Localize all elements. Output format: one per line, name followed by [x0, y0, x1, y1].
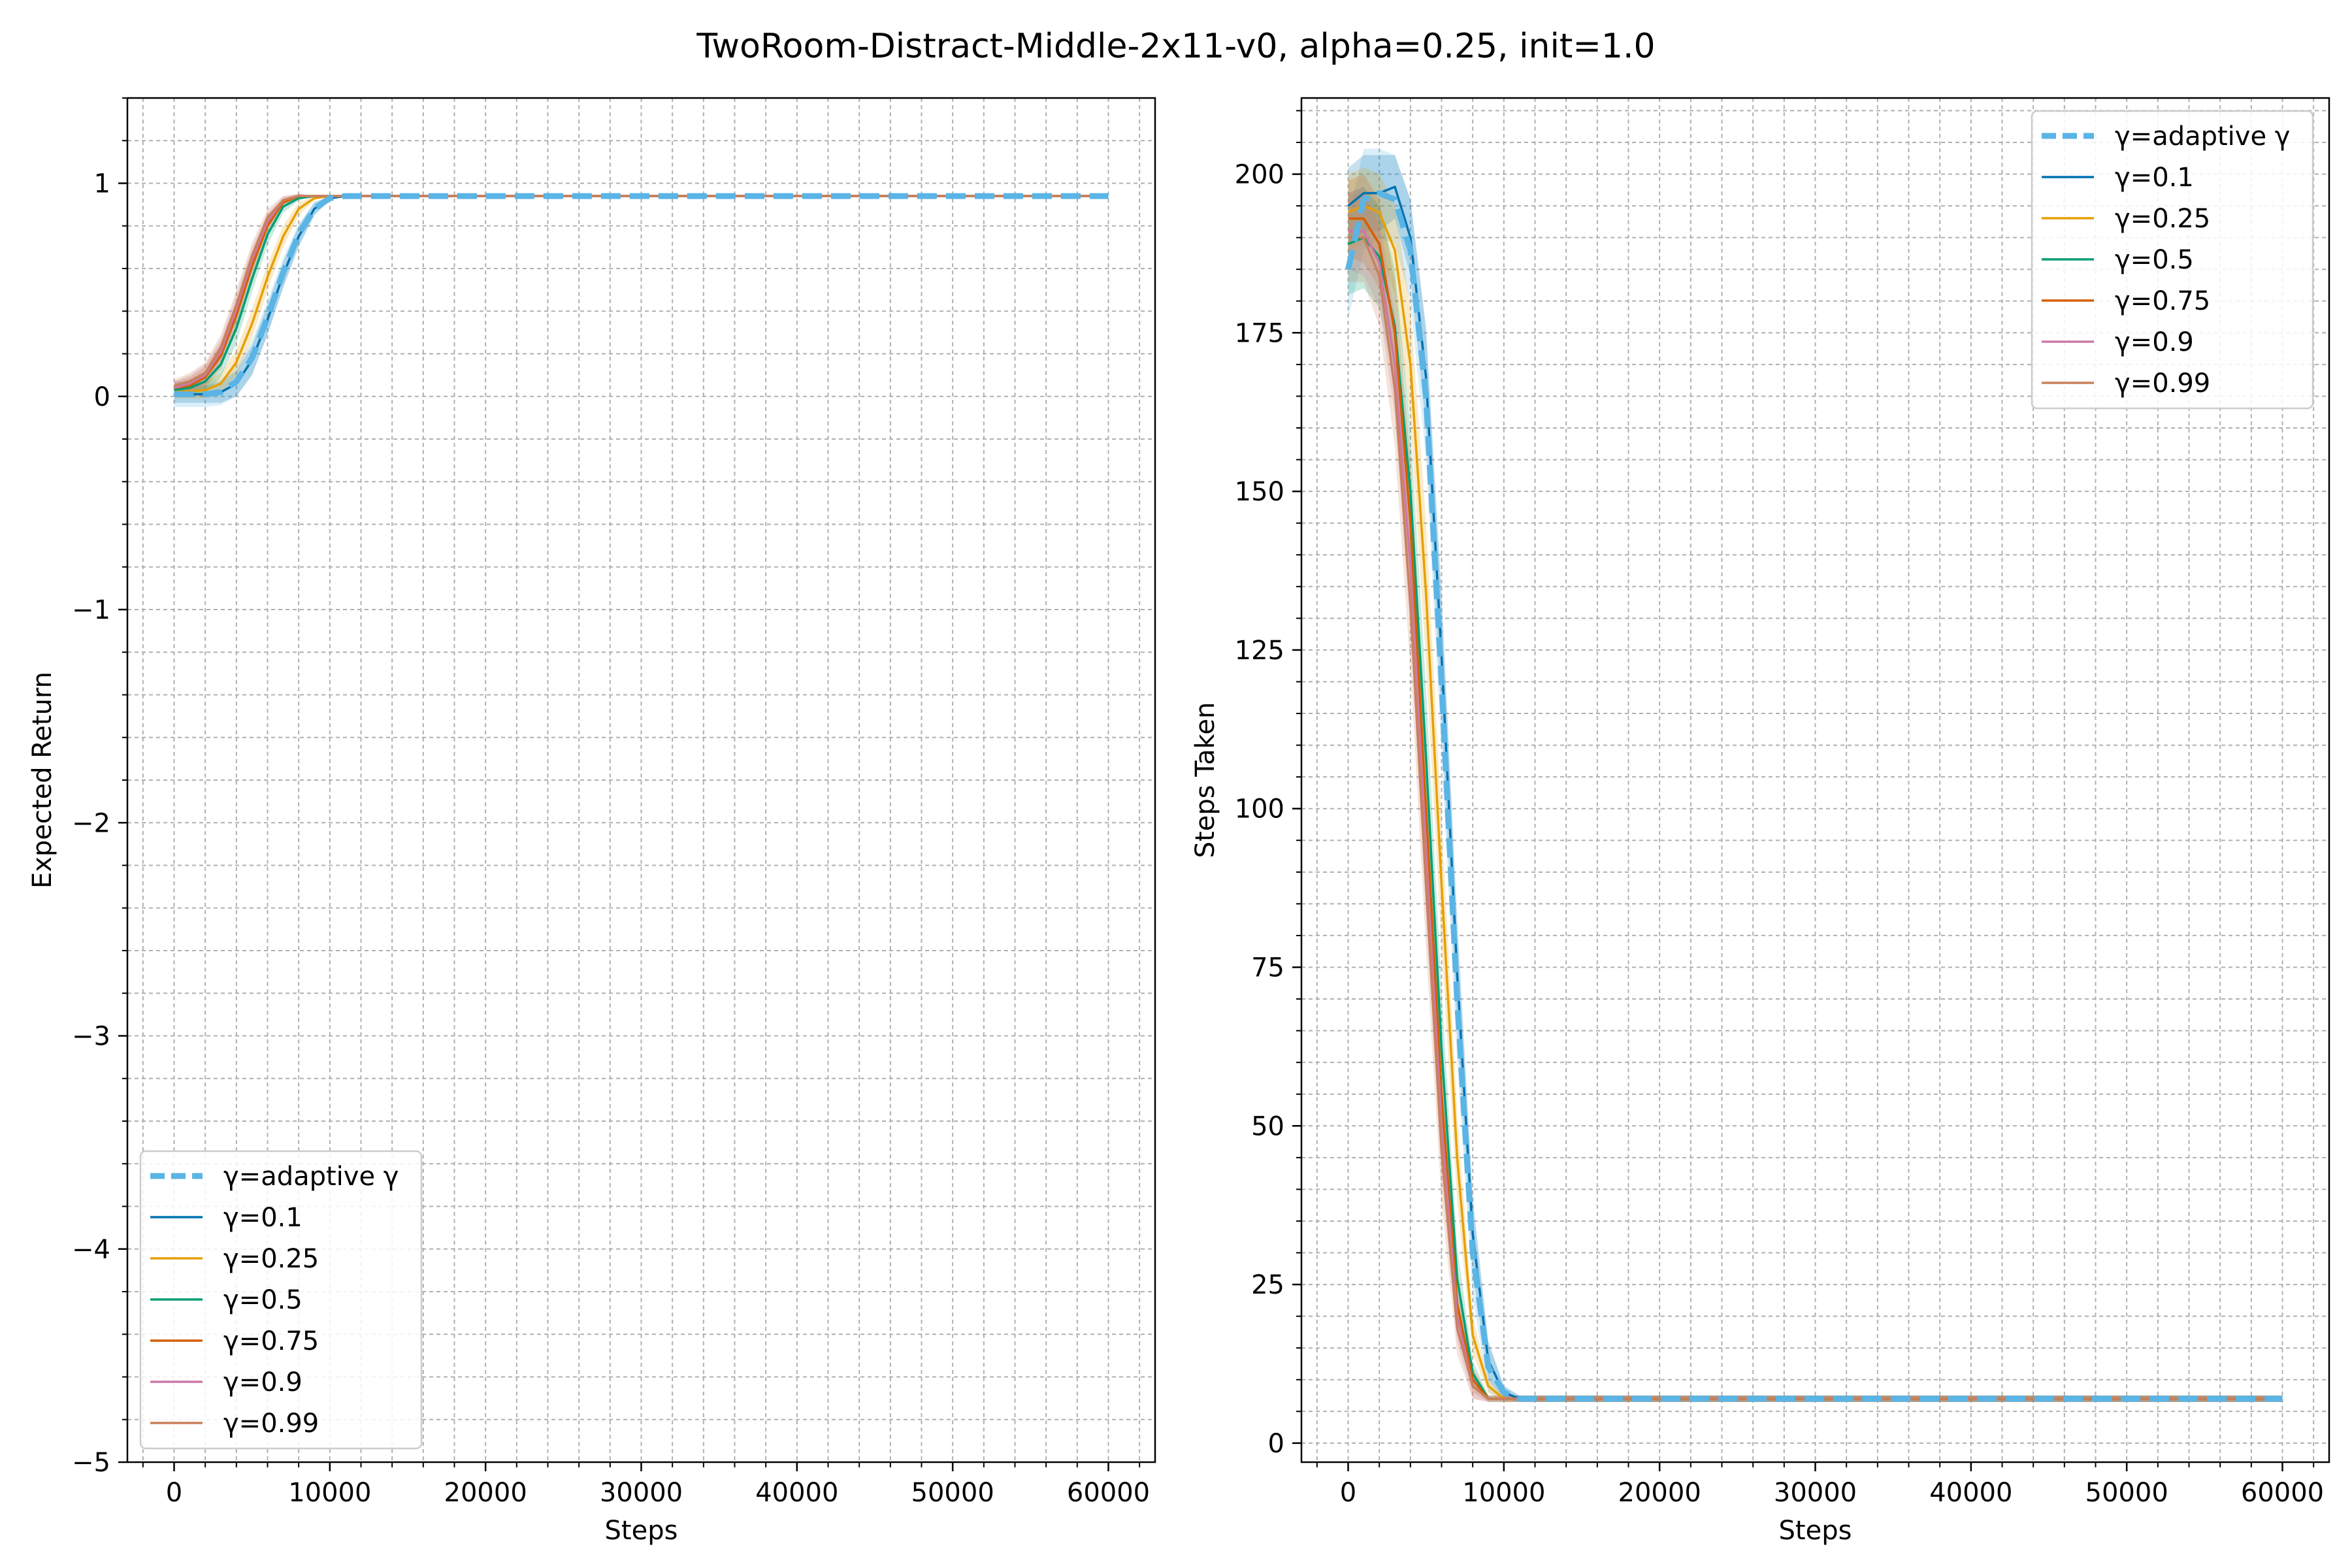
legend-label: γ=0.1	[2115, 163, 2194, 193]
y-tick-label: 100	[1235, 794, 1284, 825]
x-tick-label: 60000	[1067, 1478, 1150, 1508]
x-tick-label: 10000	[1462, 1478, 1545, 1508]
series-line-adaptive	[1345, 190, 2283, 1402]
y-tick-label: −2	[72, 808, 110, 838]
y-tick-label: 25	[1251, 1270, 1284, 1300]
legend-label: γ=0.5	[223, 1285, 302, 1315]
x-tick-label: 30000	[600, 1478, 683, 1508]
legend-label: γ=adaptive γ	[223, 1162, 399, 1192]
confidence-band	[174, 193, 1109, 395]
y-tick-label: 0	[1268, 1429, 1284, 1459]
legend-label: γ=0.99	[223, 1409, 319, 1439]
legend-label: γ=0.9	[223, 1367, 302, 1397]
y-tick-label: 125	[1235, 636, 1284, 666]
y-tick-label: 150	[1235, 477, 1284, 507]
legend-frame	[2031, 110, 2314, 410]
x-tick-label: 40000	[1929, 1478, 2012, 1508]
y-tick-label: −3	[72, 1022, 110, 1052]
figure-title: TwoRoom-Distract-Middle-2x11-v0, alpha=0…	[696, 27, 1655, 66]
confidence-band	[174, 193, 1109, 393]
y-tick-label: −4	[72, 1235, 110, 1265]
y-tick-label: 200	[1235, 160, 1284, 190]
series-line	[174, 195, 1109, 391]
y-tick-label: 50	[1251, 1111, 1284, 1141]
y-axis-label: Expected Return	[27, 672, 57, 889]
legend: γ=adaptive γ γ=0.1 γ=0.25 γ=0.5 γ=0.75 γ=0.9 γ…	[139, 1150, 423, 1450]
x-tick-label: 0	[166, 1478, 182, 1508]
series-line	[1347, 204, 2283, 1400]
x-tick-label: 10000	[288, 1478, 371, 1508]
x-tick-label: 40000	[755, 1478, 838, 1508]
series-line	[1348, 217, 2283, 1400]
x-tick-label: 50000	[2085, 1478, 2168, 1508]
x-tick-label: 0	[1340, 1478, 1356, 1508]
x-tick-label: 50000	[911, 1478, 994, 1508]
y-tick-label: 75	[1251, 953, 1284, 983]
legend: γ=adaptive γ γ=0.1 γ=0.25 γ=0.5 γ=0.75 γ=0.9 γ…	[2031, 110, 2314, 410]
panel-expected-return: 0 10000 20000 30000 40000 50000 60000 −5 −4 −3 −2 −…	[27, 97, 1156, 1546]
plot-area	[1345, 148, 2283, 1402]
series-line	[174, 195, 1109, 393]
y-axis-label: Steps Taken	[1190, 702, 1220, 858]
y-tick-label: −5	[72, 1448, 110, 1478]
x-axis-label: Steps	[605, 1516, 678, 1546]
series-line	[1348, 236, 2283, 1400]
legend-label: γ=0.99	[2115, 368, 2210, 399]
legend-label: γ=adaptive γ	[2115, 122, 2290, 152]
plot-area	[174, 193, 1109, 408]
x-axis-label: Steps	[1779, 1516, 1852, 1546]
x-tick-label: 60000	[2241, 1478, 2324, 1508]
x-tick-label: 20000	[1618, 1478, 1701, 1508]
legend-label: γ=0.1	[223, 1203, 302, 1233]
legend-label: γ=0.25	[2115, 204, 2210, 234]
legend-label: γ=0.5	[2115, 245, 2194, 275]
x-tick-label: 20000	[444, 1478, 527, 1508]
y-tick-label: 175	[1235, 318, 1284, 348]
x-tick-label: 30000	[1774, 1478, 1857, 1508]
series-line	[174, 195, 1109, 387]
y-tick-label: −1	[72, 595, 110, 625]
y-tick-label: 0	[94, 382, 110, 412]
y-tick-label: 1	[94, 169, 110, 199]
panel-steps-taken: 0 10000 20000 30000 40000 50000 60000 0 25 50 75 10…	[1190, 97, 2330, 1546]
legend-label: γ=0.75	[2115, 286, 2210, 316]
legend-label: γ=0.9	[2115, 327, 2194, 357]
legend-frame	[139, 1150, 423, 1450]
legend-label: γ=0.75	[223, 1326, 319, 1356]
series-line-adaptive	[174, 193, 1109, 397]
legend-label: γ=0.25	[223, 1244, 319, 1274]
